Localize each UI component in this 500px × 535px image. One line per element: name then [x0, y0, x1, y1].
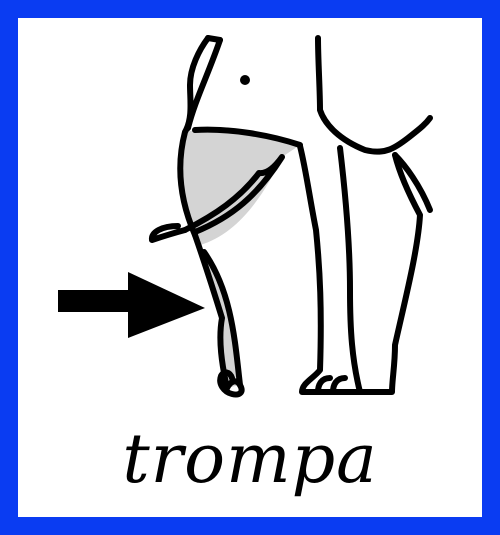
arrow-right-icon [58, 272, 205, 338]
front-leg-outer [352, 152, 423, 395]
front-leg-left [297, 143, 358, 395]
jaw-line [192, 126, 303, 148]
trunk-highlight [180, 129, 300, 388]
back-line [315, 35, 433, 155]
lower-lip [149, 223, 188, 243]
front-leg-right [337, 145, 363, 395]
ear-outline [185, 37, 223, 131]
word-label: trompa [122, 420, 378, 499]
toe-2 [330, 375, 348, 395]
tusk [182, 154, 285, 235]
eye [240, 75, 250, 85]
belly-line [392, 152, 433, 213]
trunk-outline [192, 232, 230, 391]
trunk-outline-right [201, 249, 243, 388]
toe-1 [315, 375, 333, 395]
trunk-tip [217, 369, 245, 398]
